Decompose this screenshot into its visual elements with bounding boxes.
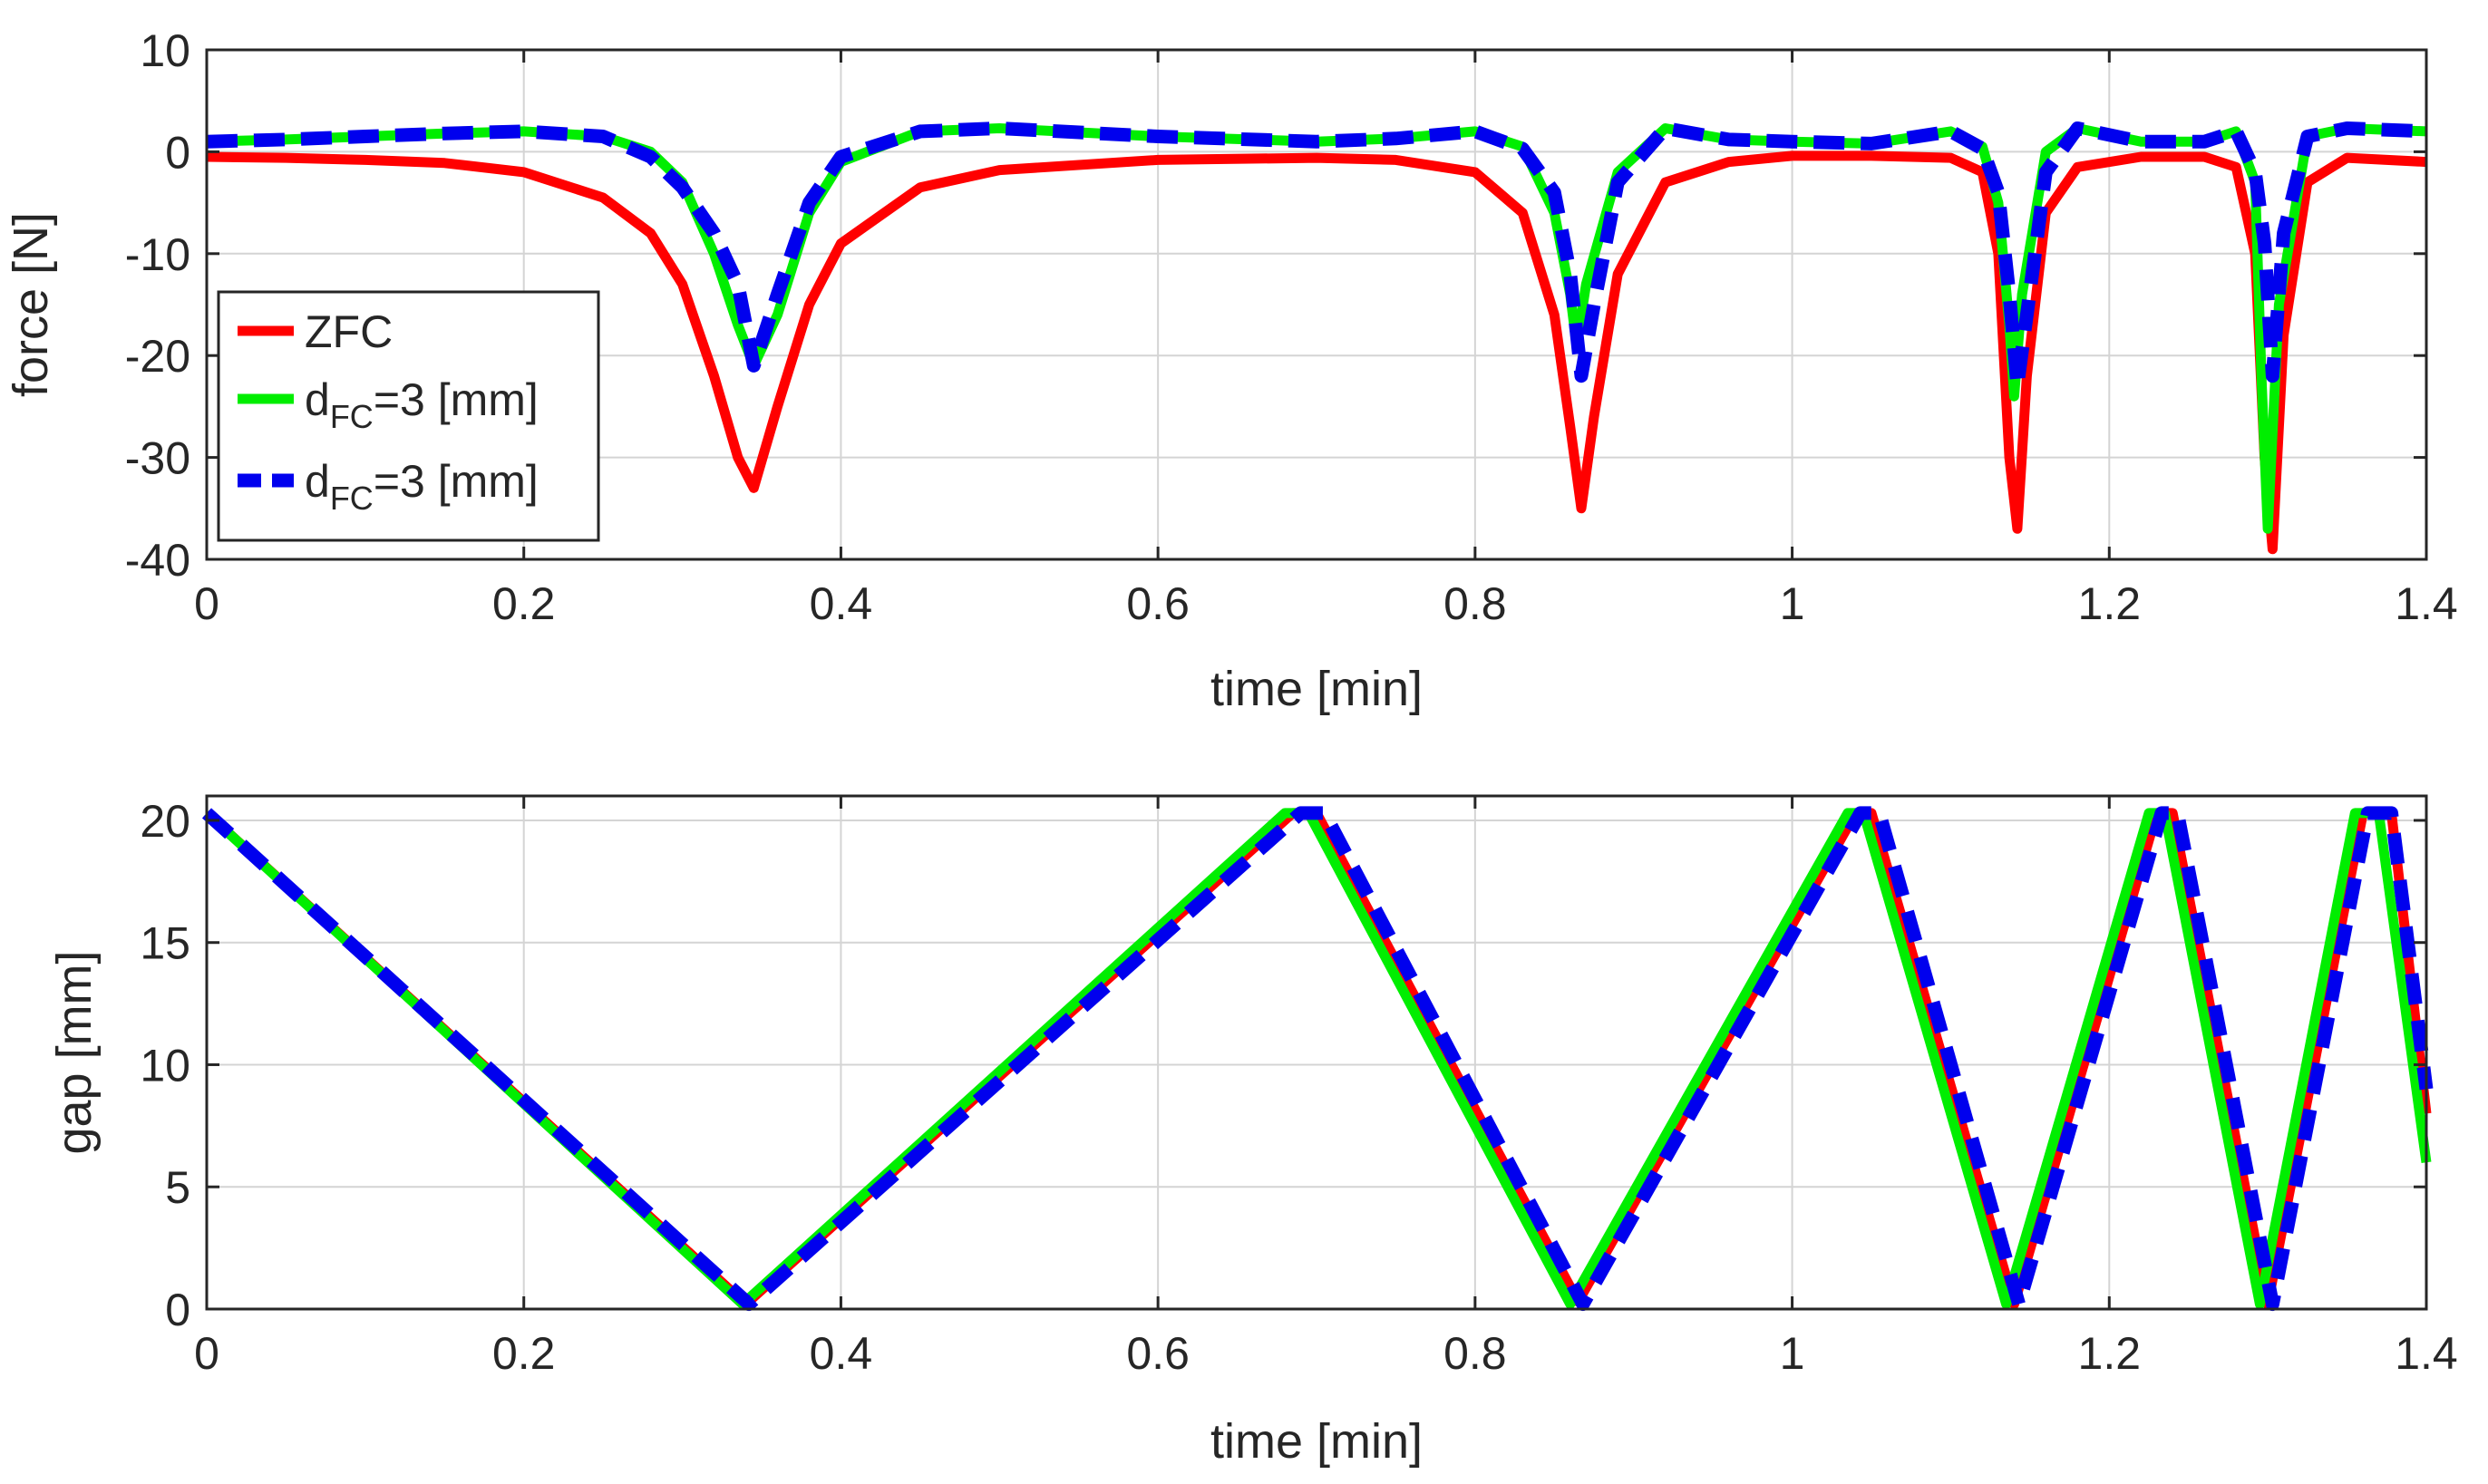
legend-label-fc-solid: dFC=3 [mm] — [305, 374, 539, 435]
gap-ticks: 0 0.2 0.4 0.6 0.8 1 1.2 1.4 20 15 10 5 0 — [140, 796, 2457, 1379]
x-tick-label: 0.8 — [1443, 1328, 1507, 1379]
force-series-fc-dashed — [206, 121, 2427, 393]
legend: ZFC dFC=3 [mm] dFC=3 [mm] — [217, 290, 600, 542]
legend-label-zfc: ZFC — [305, 306, 393, 357]
force-series — [206, 121, 2427, 555]
gap-series — [201, 806, 2434, 1312]
x-tick-label: 0.6 — [1126, 578, 1190, 629]
x-tick-label: 0.4 — [810, 578, 873, 629]
gap-panel: 0 0.2 0.4 0.6 0.8 1 1.2 1.4 20 15 10 5 0 time [min] ga… — [47, 794, 2458, 1469]
legend-label-fc-dashed: dFC=3 [mm] — [305, 456, 539, 517]
force-series-zfc — [206, 150, 2427, 555]
x-tick-label: 0.8 — [1443, 578, 1507, 629]
y-tick-label: 0 — [165, 1285, 190, 1335]
gap-y-axis-label: gap [mm] — [47, 950, 102, 1154]
y-tick-label: 5 — [165, 1162, 190, 1213]
force-x-axis-label: time [min] — [1210, 662, 1423, 716]
x-tick-label: 0 — [194, 578, 219, 629]
y-tick-label: -10 — [125, 229, 190, 280]
y-tick-label: -30 — [125, 433, 190, 484]
x-tick-label: 1.2 — [2078, 578, 2142, 629]
y-tick-label: 10 — [140, 1040, 190, 1091]
gap-axes-frame — [205, 794, 2428, 1311]
y-tick-label: 15 — [140, 918, 190, 969]
x-tick-label: 0 — [194, 1328, 219, 1379]
y-tick-label: 20 — [140, 796, 190, 847]
force-axes-frame — [205, 48, 2428, 561]
x-tick-label: 0.2 — [492, 1328, 556, 1379]
force-ticks: 0 0.2 0.4 0.6 0.8 1 1.2 1.4 10 0 -10 -20 -30 -40 — [125, 25, 2458, 629]
gap-series-fc-solid — [203, 808, 2432, 1310]
force-y-axis-label: force [N] — [4, 212, 58, 397]
y-tick-label: 0 — [165, 127, 190, 178]
x-tick-label: 0.4 — [810, 1328, 873, 1379]
x-tick-label: 1 — [1780, 578, 1805, 629]
gap-x-axis-label: time [min] — [1210, 1414, 1423, 1469]
gap-series-fc-dashed — [201, 806, 2434, 1312]
y-tick-label: 10 — [140, 25, 190, 76]
x-tick-label: 0.2 — [492, 578, 556, 629]
y-tick-label: -20 — [125, 331, 190, 382]
x-tick-label: 1.4 — [2395, 578, 2458, 629]
x-tick-label: 1 — [1780, 1328, 1805, 1379]
x-tick-label: 1.2 — [2078, 1328, 2142, 1379]
y-tick-label: -40 — [125, 535, 190, 586]
x-tick-label: 0.6 — [1126, 1328, 1190, 1379]
x-tick-label: 1.4 — [2395, 1328, 2458, 1379]
force-panel: 0 0.2 0.4 0.6 0.8 1 1.2 1.4 10 0 -10 -20 -30 -40 time … — [4, 25, 2458, 716]
